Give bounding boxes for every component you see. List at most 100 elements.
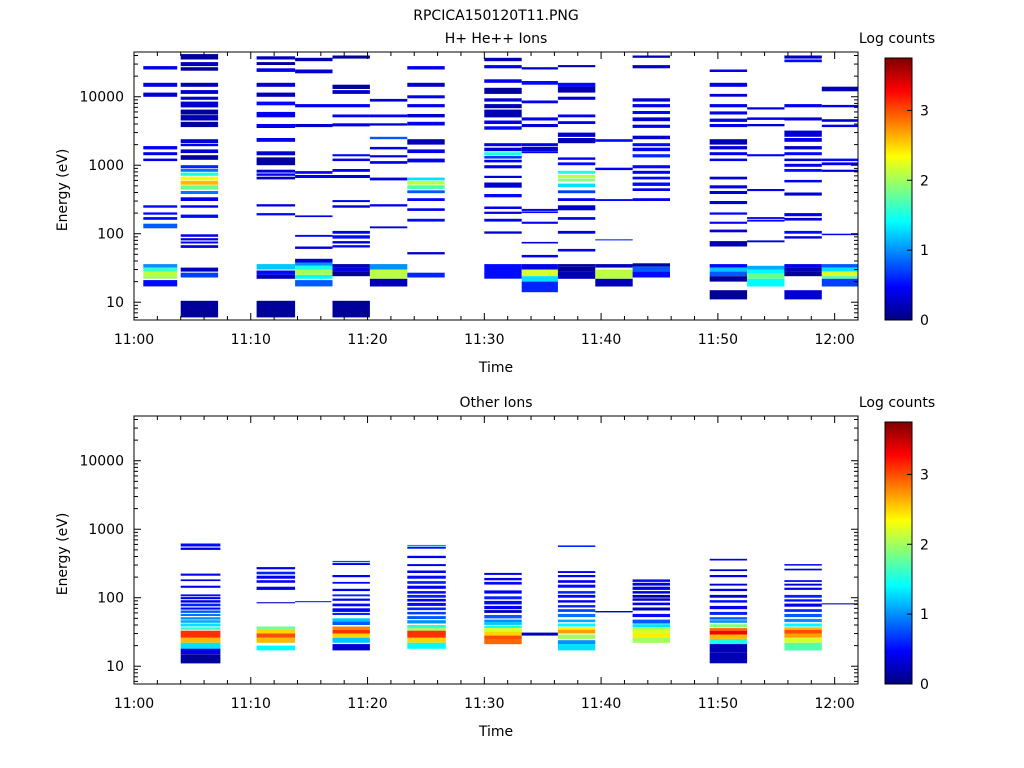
heatmap-cell [180,176,219,181]
heatmap-cell [632,65,670,69]
heatmap-cell [407,95,445,99]
heatmap-cell [709,118,748,122]
heatmap-cell [632,98,670,102]
heatmap-cell [709,594,748,598]
heatmap-cell [256,637,296,643]
x-tick-label: 11:30 [464,332,504,348]
heatmap-cell [180,607,221,610]
heatmap-cell [256,571,296,575]
heatmap-cell [709,276,748,282]
heatmap-cell [557,157,596,160]
heatmap-cell [407,607,446,611]
heatmap-cell [407,591,446,594]
heatmap-cell [369,278,408,287]
x-tick-label: 11:00 [114,332,154,348]
heatmap-cell [709,264,748,268]
heatmap-cell [332,575,370,578]
heatmap-cell [784,290,822,300]
heatmap-cell [521,143,558,147]
heatmap-cell [709,191,748,194]
heatmap-cell [143,158,178,162]
heatmap-cell [557,271,596,279]
heatmap-cell [709,229,748,233]
y-tick-label: 100 [97,591,124,607]
heatmap-cell [557,594,596,598]
heatmap-cell [632,176,670,180]
heatmap-cell [180,627,221,630]
heatmap-cell [180,101,219,108]
heatmap-cell [557,198,596,201]
heatmap-cell [784,138,822,142]
x-axis-label: Time [478,724,513,740]
heatmap-cell [407,190,445,194]
heatmap-cell [709,569,748,572]
heatmap-cell [821,162,858,166]
heatmap-cell [295,275,333,279]
heatmap-cell [484,572,522,575]
heatmap-cell [784,587,822,590]
x-tick-label: 12:00 [814,332,854,348]
heatmap-cell [484,622,522,625]
heatmap-cell [557,619,596,623]
heatmap-cell [557,584,596,588]
heatmap-cell [256,580,296,583]
heatmap-cell [484,206,522,209]
colorbar-tick-label: 1 [920,243,929,259]
heatmap-cell [709,639,748,645]
heatmap-cell [407,218,445,222]
heatmap-cell [747,124,785,127]
heatmap-cell [557,640,596,645]
heatmap-cell [557,605,596,608]
heatmap-cell [557,600,596,603]
heatmap-cell [332,55,370,59]
heatmap-cell [595,239,633,241]
heatmap-cell [256,264,296,270]
heatmap-cell [784,158,822,162]
heatmap-cell [747,107,785,110]
heatmap-cell [521,146,558,152]
heatmap-cell [595,199,633,201]
heatmap-cell [256,629,296,634]
heatmap-cell [784,213,822,217]
heatmap-cell [709,221,748,224]
heatmap-cell [747,117,785,120]
heatmap-cell [295,258,333,263]
colorbar-tick-label: 3 [920,103,929,119]
panel-other-ions: Other Ions Log counts Energy (eV) Time 1… [55,395,935,740]
heatmap-cell [143,146,178,150]
heatmap-cell [256,275,296,279]
heatmap-cell [557,178,596,182]
heatmap-cell [143,212,178,215]
heatmap-cell [180,585,221,588]
heatmap-cell [256,68,296,72]
heatmap-cell [557,248,596,252]
heatmap-cell [709,212,748,215]
heatmap-cell [180,654,221,664]
colorbar-tick-label: 2 [920,537,929,553]
heatmap-cell [784,583,822,586]
heatmap-cell [784,580,822,582]
heatmap-cell [332,644,370,651]
heatmap-cell [180,234,219,237]
heatmap-cell [557,121,596,124]
heatmap-cell [332,114,370,118]
heatmap-cell [784,609,822,612]
heatmap-cell [180,62,219,67]
heatmap-cell [332,637,370,643]
heatmap-cell [557,65,596,68]
heatmap-cell [521,100,558,104]
heatmap-cell [332,618,370,622]
heatmap-cell [256,173,296,176]
heatmap-cell [784,152,822,156]
heatmap-cell [784,230,822,234]
colorbar-tick-label: 2 [920,173,929,189]
heatmap-cell [407,585,446,589]
heatmap-cell [256,56,296,60]
heatmap-cell [557,170,596,174]
heatmap-cell [632,266,670,272]
heatmap-cell [821,169,858,172]
heatmap-cell [256,300,296,318]
heatmap-cell [557,114,596,118]
heatmap-cell [595,269,633,279]
heatmap-cell [484,639,522,645]
